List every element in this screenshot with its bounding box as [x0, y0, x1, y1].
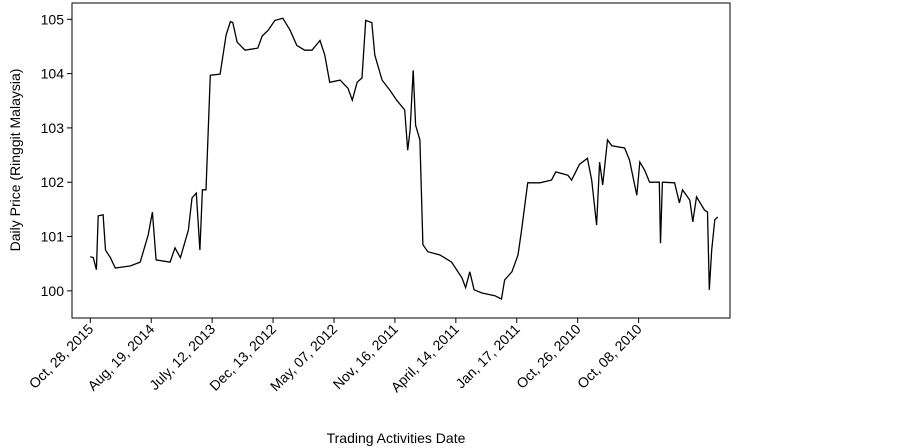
plot-frame	[71, 2, 731, 319]
y-tick-label: 100	[41, 283, 65, 299]
y-tick-label: 102	[41, 174, 65, 190]
y-tick-label: 101	[41, 229, 65, 245]
y-tick-label: 105	[41, 11, 65, 27]
y-axis-label: Daily Price (Ringgit Malaysia)	[7, 69, 23, 252]
y-tick-label: 104	[41, 66, 65, 82]
price-line	[90, 17, 719, 300]
y-tick-label: 103	[41, 120, 65, 136]
x-axis-label: Trading Activities Date	[327, 430, 466, 446]
x-tick-label: Oct, 08, 2010	[574, 321, 645, 392]
